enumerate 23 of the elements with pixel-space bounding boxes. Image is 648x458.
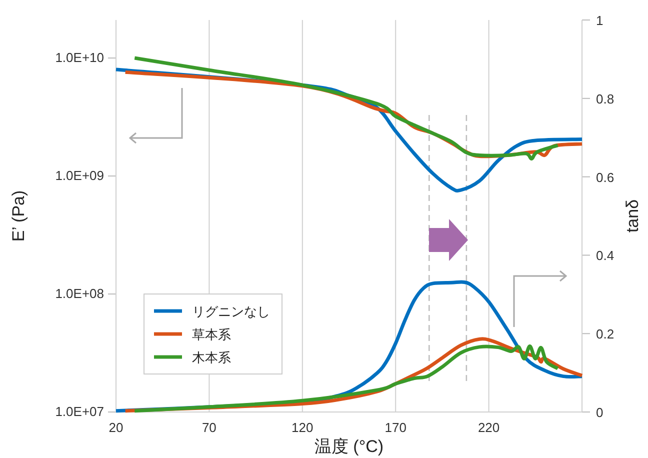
x-axis-title: 温度 (°C) [314, 437, 384, 456]
y-axis-title: E’ (Pa) [9, 190, 28, 242]
x-tick-label: 170 [384, 420, 406, 435]
y2-tick-label: 0.8 [596, 91, 614, 106]
y2-tick-label: 0 [596, 405, 604, 420]
y2-tick-label: 0.4 [596, 248, 614, 264]
legend-label: 木本系 [192, 350, 231, 365]
y-tick-label: 1.0E+08 [55, 286, 104, 302]
line-series [132, 56, 560, 161]
y2-tick-label: 0.2 [596, 326, 614, 342]
x-tick-label: 70 [202, 420, 216, 435]
legend-label: リグニンなし [192, 304, 270, 319]
y2-tick-label: 1 [596, 13, 604, 28]
x-tick-label: 120 [292, 420, 314, 435]
y-tick-label: 1.0E+09 [55, 168, 104, 184]
x-tick-label: 20 [108, 420, 124, 435]
y2-axis-title: tanδ [623, 199, 642, 233]
y-tick-label: 1.0E+10 [55, 50, 104, 66]
legend-label: 草本系 [192, 327, 231, 342]
y-tick-label: 1.0E+07 [55, 404, 104, 419]
line-series [132, 344, 560, 413]
y2-tick-label: 0.6 [596, 170, 614, 185]
x-tick-label: 220 [478, 420, 500, 435]
